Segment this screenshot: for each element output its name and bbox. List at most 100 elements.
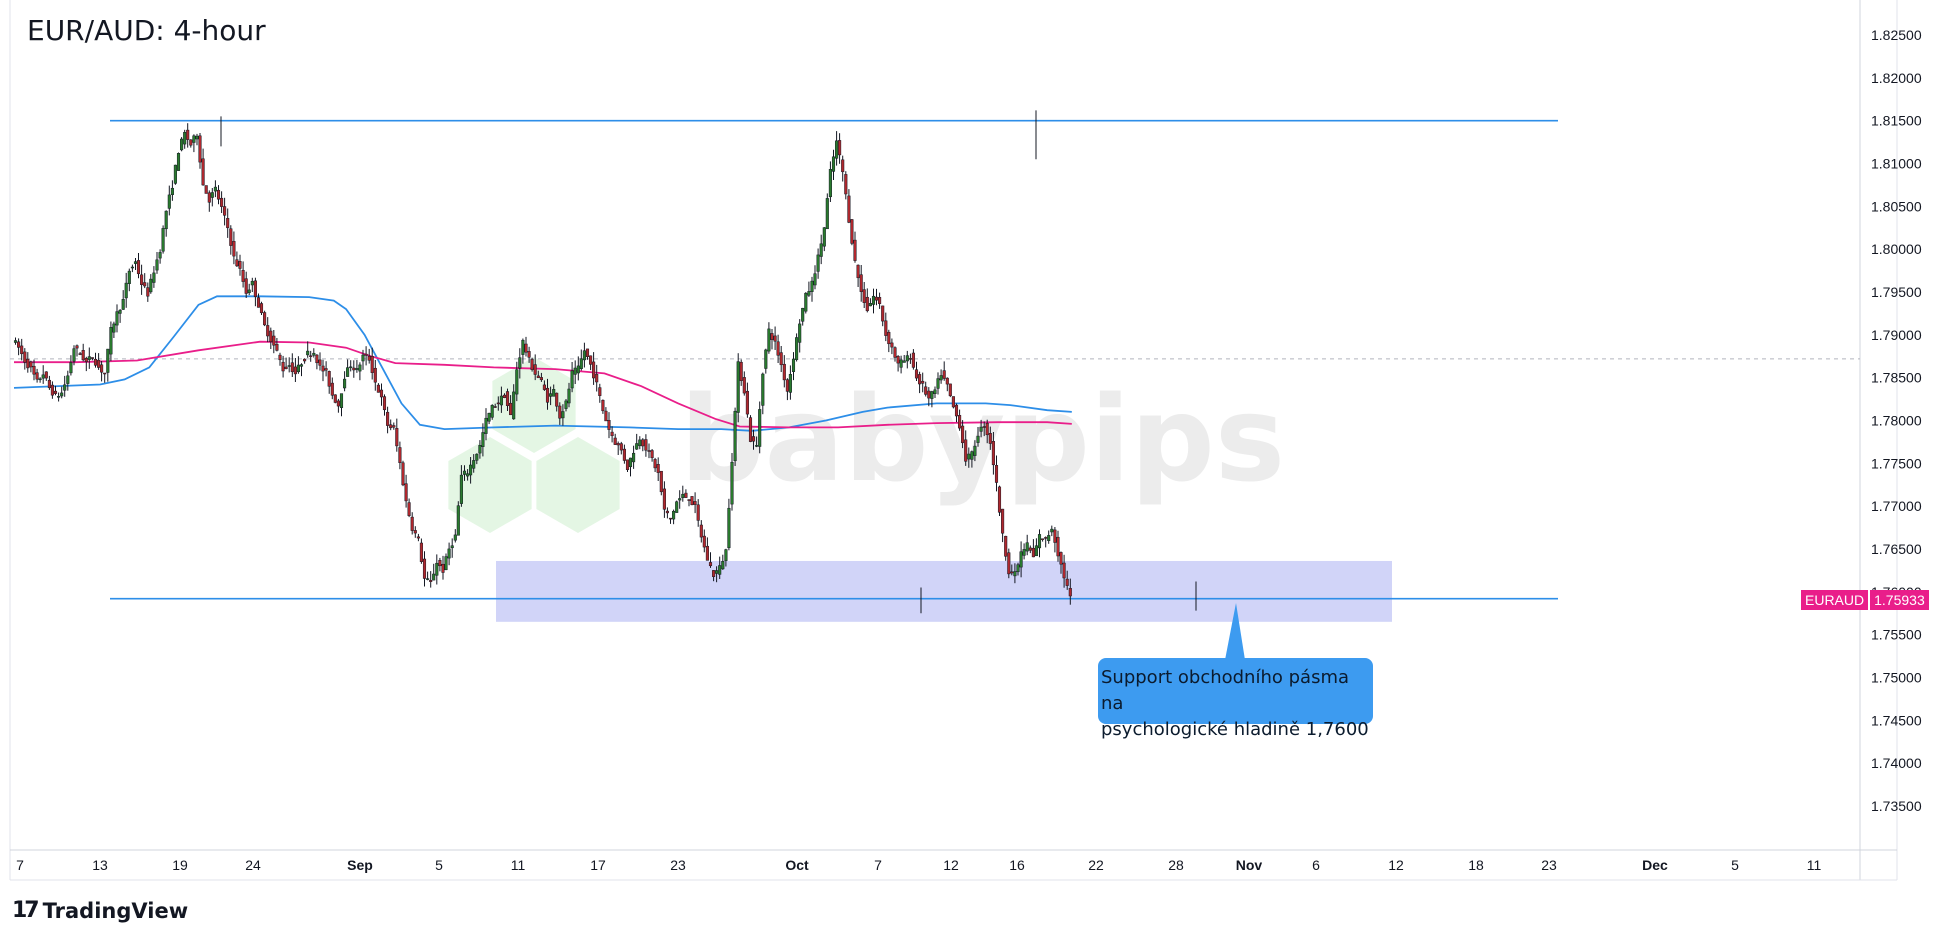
candle-body bbox=[456, 505, 460, 536]
candle bbox=[964, 430, 968, 466]
candle-body bbox=[751, 436, 756, 442]
candle-body bbox=[662, 488, 666, 510]
callout-pointer-triangle bbox=[1225, 603, 1245, 660]
candle-body bbox=[976, 435, 980, 443]
candle bbox=[484, 408, 488, 441]
candle-body bbox=[223, 206, 227, 216]
candle-body bbox=[106, 348, 110, 373]
candle-body bbox=[499, 395, 503, 406]
candle bbox=[592, 352, 596, 385]
candle-body bbox=[939, 375, 943, 381]
candle bbox=[914, 361, 919, 381]
candle-body bbox=[444, 556, 448, 571]
candle bbox=[539, 372, 543, 382]
candle-body bbox=[1053, 529, 1057, 543]
candle bbox=[767, 322, 771, 354]
y-tick-label: 1.75500 bbox=[1871, 627, 1922, 643]
candle bbox=[475, 453, 479, 465]
candle bbox=[32, 359, 36, 381]
candle-body bbox=[672, 510, 676, 520]
candle-body bbox=[389, 424, 393, 429]
candle bbox=[813, 265, 817, 290]
candle bbox=[207, 190, 211, 212]
candle-body bbox=[1068, 588, 1072, 597]
candle-body bbox=[687, 499, 691, 501]
candle-body bbox=[678, 498, 682, 501]
candle bbox=[195, 133, 199, 146]
candle-body bbox=[1059, 552, 1063, 565]
watermark-hex-right bbox=[536, 437, 620, 533]
candle-body bbox=[355, 368, 359, 370]
candle bbox=[370, 347, 374, 380]
candle bbox=[26, 352, 30, 373]
candle-body bbox=[333, 394, 337, 403]
candle-body bbox=[838, 140, 842, 156]
candle-body bbox=[973, 445, 977, 456]
candle bbox=[942, 361, 946, 381]
candle-body bbox=[324, 368, 328, 371]
candle bbox=[1007, 548, 1011, 579]
candle bbox=[619, 441, 623, 455]
candle-body bbox=[164, 210, 168, 230]
candle-body bbox=[1025, 542, 1029, 552]
candle bbox=[515, 361, 519, 402]
candle-body bbox=[616, 443, 620, 446]
candle-body bbox=[555, 392, 559, 407]
candle-body bbox=[250, 280, 254, 286]
candle-body bbox=[143, 282, 147, 287]
candle bbox=[38, 377, 42, 383]
candle-body bbox=[613, 437, 617, 445]
candle-body bbox=[176, 153, 181, 171]
candle bbox=[223, 197, 227, 226]
candle bbox=[450, 538, 454, 558]
candle-body bbox=[432, 573, 436, 581]
x-tick-label: 6 bbox=[1312, 857, 1320, 873]
candle bbox=[333, 394, 337, 404]
x-tick-label: 12 bbox=[1388, 857, 1404, 873]
candle-body bbox=[201, 158, 205, 186]
candle bbox=[462, 465, 467, 481]
candle-body bbox=[585, 348, 590, 357]
candle-body bbox=[874, 296, 879, 301]
y-tick-label: 1.79500 bbox=[1871, 284, 1922, 300]
x-tick-label: 12 bbox=[943, 857, 959, 873]
candle-body bbox=[309, 355, 313, 357]
candle-body bbox=[57, 396, 61, 398]
candle-body bbox=[180, 138, 184, 151]
candle bbox=[788, 365, 792, 400]
y-tick-label: 1.82000 bbox=[1871, 70, 1922, 86]
candle-body bbox=[78, 353, 82, 355]
candle bbox=[1047, 530, 1051, 544]
candle-body bbox=[379, 389, 384, 398]
candle bbox=[106, 348, 110, 382]
candle bbox=[263, 310, 267, 327]
candle bbox=[776, 334, 780, 363]
y-tick-label: 1.77500 bbox=[1871, 455, 1922, 471]
x-tick-label: 22 bbox=[1088, 857, 1104, 873]
candle bbox=[296, 356, 300, 374]
candle-body bbox=[66, 375, 70, 384]
candle bbox=[281, 355, 285, 378]
candle bbox=[1044, 536, 1048, 548]
candle bbox=[927, 387, 931, 407]
candle-body bbox=[364, 353, 368, 356]
candle bbox=[44, 371, 48, 381]
candle bbox=[140, 264, 144, 295]
candle bbox=[791, 352, 796, 381]
candle bbox=[466, 469, 470, 481]
candle-body bbox=[127, 270, 131, 284]
candle bbox=[785, 378, 789, 401]
candle bbox=[121, 290, 125, 310]
candle bbox=[798, 319, 802, 353]
candle-body bbox=[721, 561, 725, 570]
candle-body bbox=[235, 259, 239, 267]
candle bbox=[53, 385, 58, 396]
candle bbox=[838, 133, 842, 164]
tradingview-brand[interactable]: 17 TradingView bbox=[12, 898, 188, 923]
candle bbox=[988, 426, 992, 450]
candle bbox=[601, 399, 605, 414]
y-tick-label: 1.80500 bbox=[1871, 198, 1922, 214]
candle bbox=[641, 438, 645, 452]
candle bbox=[469, 457, 473, 484]
candle-body bbox=[493, 406, 497, 408]
